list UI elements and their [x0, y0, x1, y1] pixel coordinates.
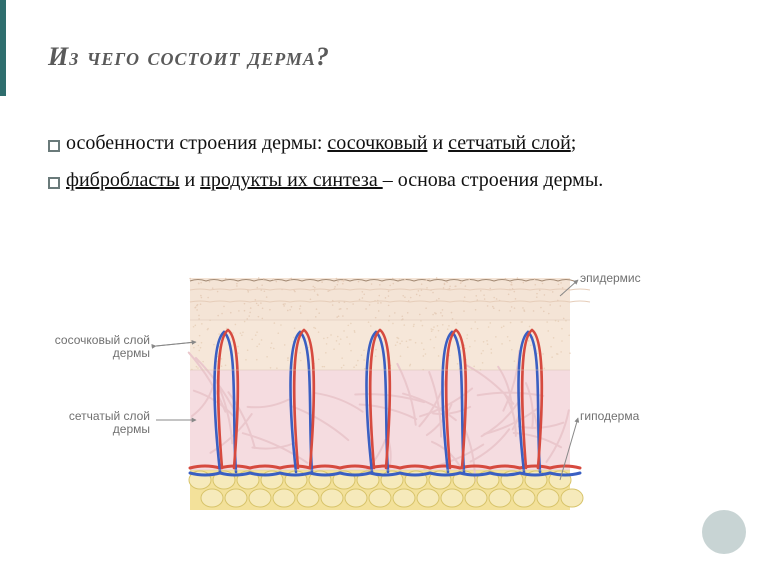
skin-svg	[120, 260, 640, 530]
text: и	[179, 169, 200, 191]
corner-dot-icon	[702, 510, 746, 554]
text: особенности строения дермы:	[66, 132, 327, 154]
label-hypodermis: гиподерма	[580, 410, 639, 423]
text: – основа строения дермы.	[383, 169, 604, 191]
list-item: особенности строения дермы: сосочковый и…	[48, 130, 688, 157]
text: ;	[571, 132, 577, 154]
label-reticular: сетчатый слой дермы	[40, 410, 150, 436]
label-epidermis: эпидермис	[580, 272, 641, 285]
list-item: фибробласты и продукты их синтеза – осно…	[48, 167, 688, 194]
skin-diagram: сосочковый слой дермы сетчатый слой дерм…	[120, 260, 640, 530]
accent-bar	[0, 0, 6, 96]
underlined-term: продукты их синтеза	[200, 169, 383, 191]
page-title: Из чего состоит дерма?	[48, 42, 330, 72]
underlined-term: фибробласты	[66, 169, 179, 191]
bullet-list: особенности строения дермы: сосочковый и…	[48, 130, 688, 204]
underlined-term: сетчатый слой	[448, 132, 571, 154]
label-papillary: сосочковый слой дермы	[40, 334, 150, 360]
underlined-term: сосочковый	[327, 132, 427, 154]
text: и	[427, 132, 448, 154]
